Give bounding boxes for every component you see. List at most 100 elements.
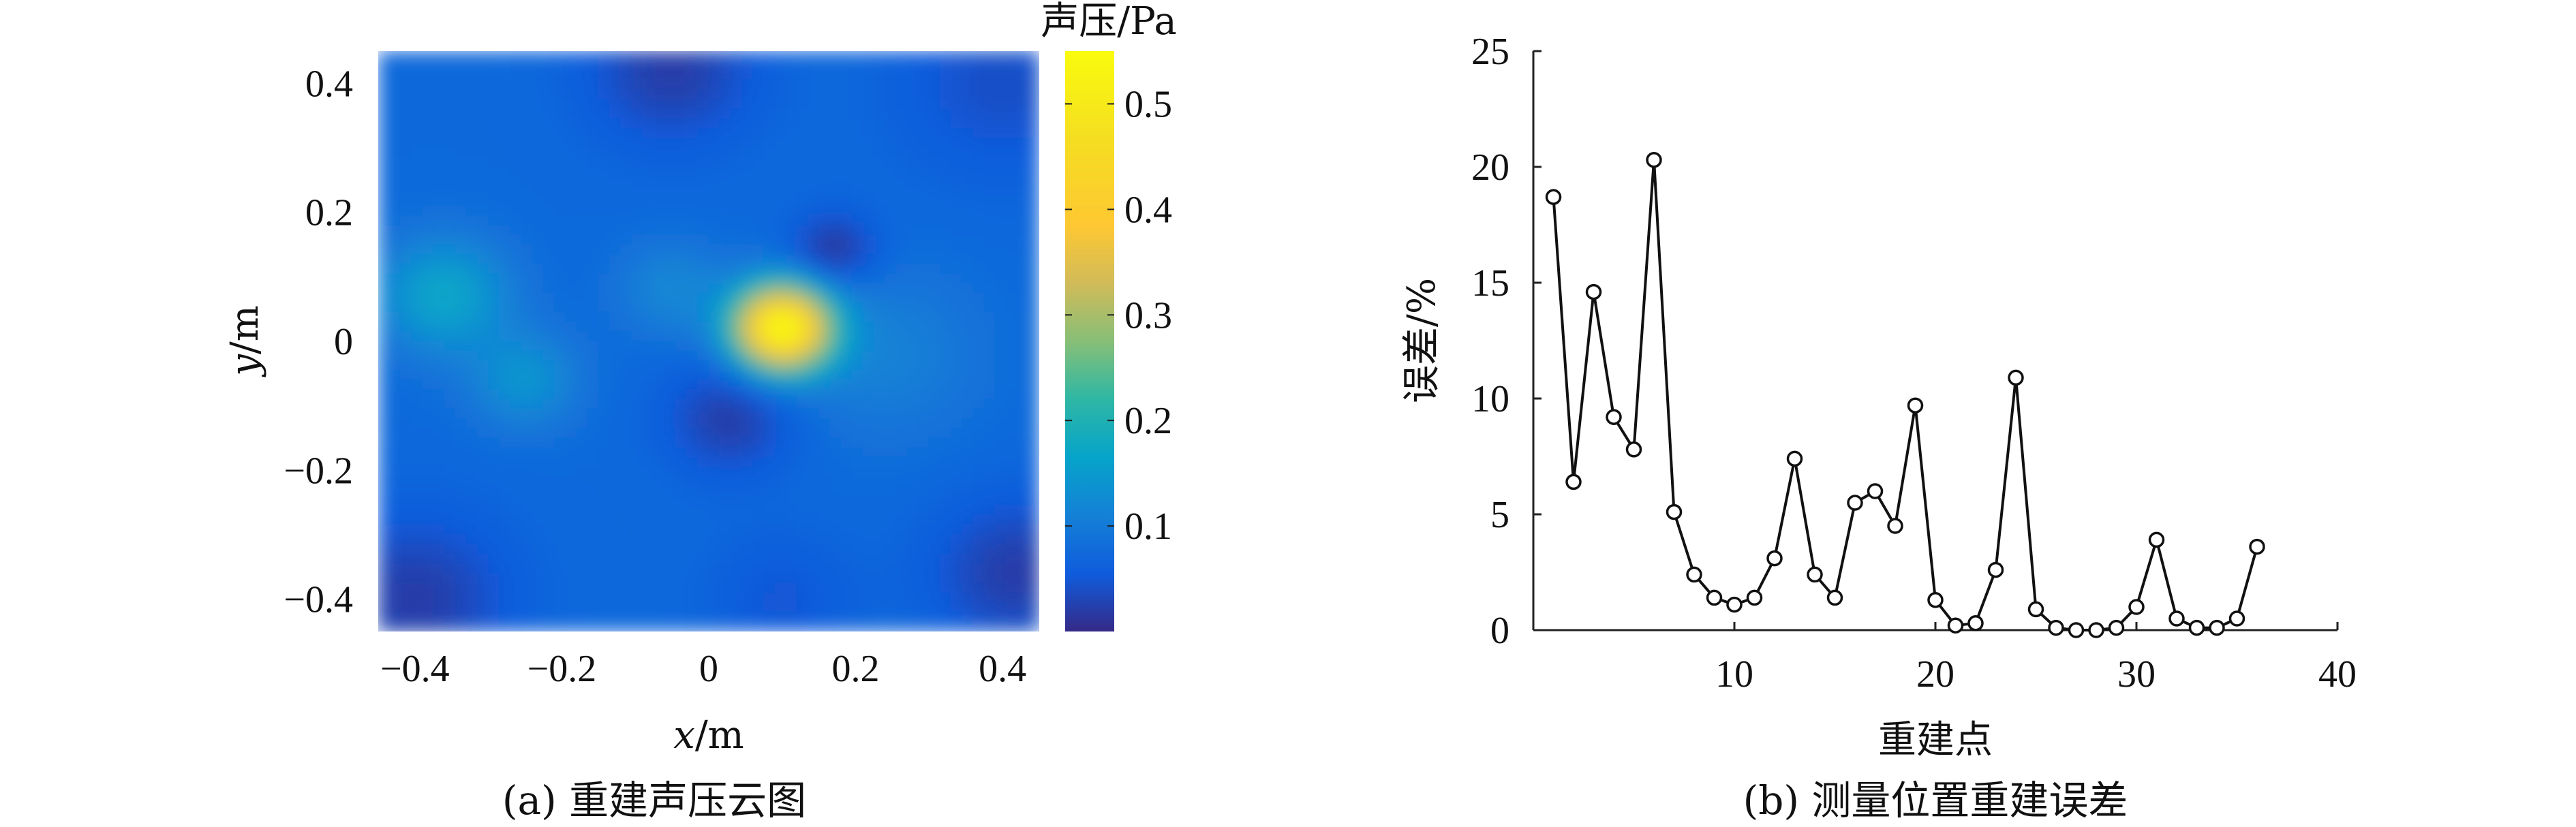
heatmap-cell bbox=[521, 108, 534, 120]
error-point-marker bbox=[1867, 483, 1884, 499]
heatmap-cell bbox=[752, 350, 765, 362]
heatmap-cell bbox=[378, 437, 390, 448]
heatmap-cell bbox=[664, 157, 677, 168]
heatmap-cell bbox=[917, 166, 930, 178]
heatmap-cell bbox=[840, 186, 853, 197]
heatmap-cell bbox=[609, 99, 622, 110]
heatmap-cell bbox=[928, 108, 941, 120]
heatmap-cell bbox=[598, 525, 611, 535]
heatmap-cell bbox=[488, 350, 500, 362]
heatmap-cell bbox=[818, 157, 831, 168]
heatmap-cell bbox=[719, 196, 732, 206]
heatmap-cell bbox=[565, 186, 577, 197]
heatmap-cell bbox=[862, 505, 875, 516]
heatmap-cell bbox=[972, 166, 985, 178]
heatmap-cell bbox=[862, 582, 875, 593]
heatmap-cell bbox=[895, 447, 908, 458]
heatmap-cell bbox=[609, 80, 622, 91]
heatmap-cell bbox=[488, 166, 500, 178]
heatmap-cell bbox=[697, 437, 709, 448]
heatmap-cell bbox=[741, 234, 754, 245]
heatmap-cell bbox=[785, 176, 798, 187]
heatmap-cell bbox=[796, 69, 809, 81]
heatmap-cell bbox=[741, 486, 754, 497]
heatmap-cell bbox=[642, 370, 654, 381]
heatmap-cell bbox=[752, 612, 765, 623]
heatmap-cell bbox=[928, 592, 941, 604]
heatmap-cell bbox=[576, 253, 588, 265]
heatmap-cell bbox=[774, 60, 786, 72]
heatmap-cell bbox=[1017, 456, 1029, 468]
heatmap-cell bbox=[940, 437, 952, 448]
heatmap-cell bbox=[840, 292, 853, 303]
heatmap-cell bbox=[565, 447, 577, 458]
heatmap-cell bbox=[422, 186, 434, 197]
heatmap-cell bbox=[940, 476, 952, 487]
heatmap-cell bbox=[983, 89, 996, 100]
heatmap-cell bbox=[719, 389, 732, 400]
heatmap-cell bbox=[477, 467, 489, 478]
heatmap-cell bbox=[983, 157, 996, 168]
error-point-marker bbox=[1887, 518, 1903, 534]
heatmap-cell bbox=[994, 360, 1007, 371]
heatmap-cell bbox=[719, 553, 732, 565]
heatmap-cell bbox=[455, 621, 467, 631]
heatmap-cell bbox=[609, 244, 622, 255]
heatmap-cell bbox=[741, 157, 754, 168]
heatmap-cell bbox=[465, 399, 478, 410]
heatmap-cell bbox=[951, 263, 963, 275]
heatmap-cell bbox=[785, 234, 798, 245]
heatmap-cell bbox=[774, 311, 786, 323]
heatmap-cell bbox=[653, 118, 666, 129]
heatmap-cell bbox=[565, 495, 577, 507]
heatmap-cell bbox=[477, 118, 489, 129]
heatmap-cell bbox=[730, 582, 743, 593]
heatmap-cell bbox=[532, 360, 545, 371]
heatmap-cell bbox=[697, 486, 709, 497]
error-point-marker bbox=[1545, 189, 1562, 205]
heatmap-cell bbox=[763, 360, 776, 371]
heatmap-cell bbox=[851, 166, 864, 178]
heatmap-cell bbox=[851, 418, 864, 429]
heatmap-cell bbox=[708, 157, 720, 168]
heatmap-cell bbox=[1006, 176, 1018, 187]
heatmap-cell bbox=[411, 51, 423, 61]
heatmap-cell bbox=[609, 563, 622, 574]
heatmap-cell bbox=[874, 215, 886, 226]
heatmap-cell bbox=[411, 311, 423, 323]
heatmap-x-tick-label: 0.2 bbox=[832, 648, 880, 690]
heatmap-cell bbox=[730, 467, 743, 478]
heatmap-cell bbox=[752, 273, 765, 284]
heatmap-cell bbox=[686, 331, 699, 342]
heatmap-cell bbox=[719, 253, 732, 265]
heatmap-cell bbox=[983, 186, 996, 197]
heatmap-cell bbox=[763, 69, 776, 81]
heatmap-cell bbox=[510, 428, 522, 439]
heatmap-cell bbox=[664, 582, 677, 593]
heatmap-cell bbox=[477, 273, 489, 284]
heatmap-cell bbox=[411, 447, 423, 458]
heatmap-cell bbox=[730, 322, 743, 332]
heatmap-cell bbox=[752, 225, 765, 236]
heatmap-cell bbox=[664, 80, 677, 91]
heatmap-cell bbox=[499, 389, 511, 400]
heatmap-cell bbox=[686, 234, 699, 245]
heatmap-cell bbox=[642, 563, 654, 574]
heatmap-cell bbox=[609, 370, 622, 381]
heatmap-cell bbox=[818, 89, 831, 100]
heatmap-cell bbox=[465, 467, 478, 478]
heatmap-cell bbox=[565, 573, 577, 584]
heatmap-cell bbox=[895, 51, 908, 61]
heatmap-cell bbox=[719, 456, 732, 468]
heatmap-cell bbox=[741, 602, 754, 613]
heatmap-cell bbox=[940, 428, 952, 439]
heatmap-cell bbox=[653, 399, 666, 410]
heatmap-cell bbox=[532, 51, 545, 61]
heatmap-cell bbox=[465, 157, 478, 168]
heatmap-cell bbox=[774, 225, 786, 236]
heatmap-cell bbox=[1028, 253, 1039, 265]
heatmap-cell bbox=[1028, 467, 1039, 478]
heatmap-cell bbox=[1028, 196, 1039, 206]
heatmap-cell bbox=[818, 263, 831, 275]
heatmap-cell bbox=[510, 582, 522, 593]
